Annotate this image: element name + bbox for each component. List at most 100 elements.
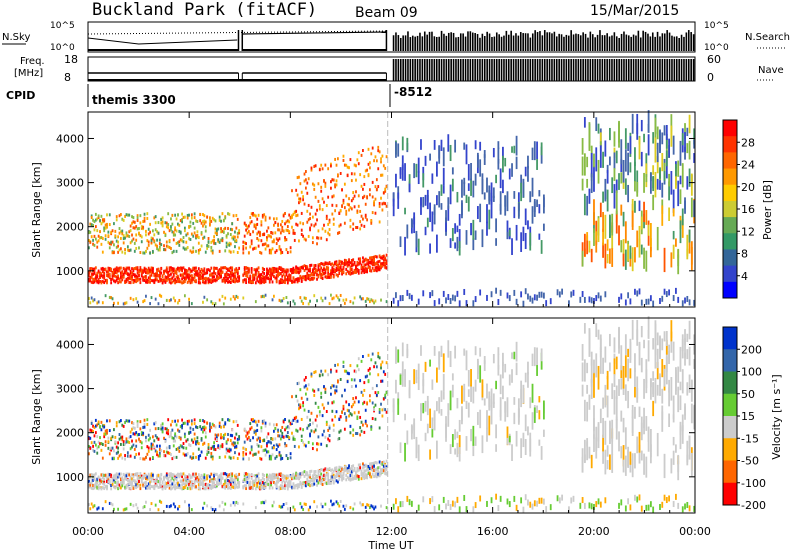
scatter-point: [350, 300, 352, 303]
nsky-panel: [88, 22, 695, 52]
scatter-point: [333, 194, 335, 197]
scatter-point: [170, 217, 172, 220]
scatter-point: [591, 153, 593, 177]
nsky-bar: [566, 35, 568, 51]
scatter-point: [160, 501, 162, 504]
scatter-point: [139, 281, 141, 284]
scatter-point: [208, 237, 210, 240]
scatter-point: [298, 176, 300, 179]
scatter-point: [309, 217, 311, 220]
scatter-point: [159, 239, 161, 242]
scatter-point: [320, 297, 322, 300]
scatter-point: [173, 238, 175, 241]
scatter-point: [326, 423, 328, 426]
scatter-point: [195, 250, 197, 253]
scatter-point: [600, 296, 602, 302]
scatter-point: [156, 451, 158, 454]
freq-bar: [448, 59, 450, 81]
scatter-point: [559, 291, 561, 297]
scatter-point: [673, 295, 675, 301]
nsky-bar: [412, 36, 414, 51]
scatter-point: [130, 503, 132, 506]
scatter-point: [404, 163, 406, 181]
scatter-point: [230, 504, 232, 507]
scatter-point: [377, 185, 379, 188]
scatter-point: [155, 504, 157, 507]
scatter-point: [191, 302, 193, 305]
scatter-point: [534, 201, 536, 217]
scatter-point: [251, 267, 253, 270]
scatter-point: [249, 216, 251, 219]
scatter-point: [589, 189, 591, 204]
freq-bar: [424, 59, 426, 81]
scatter-point: [191, 274, 193, 277]
scatter-point: [224, 433, 226, 436]
scatter-point: [466, 195, 468, 203]
scatter-point: [657, 127, 659, 140]
nsky-bar: [410, 37, 412, 51]
scatter-point: [224, 455, 226, 458]
scatter-point: [352, 222, 354, 225]
scatter-point: [655, 137, 657, 162]
scatter-point: [202, 301, 204, 304]
scatter-point: [287, 281, 289, 284]
scatter-point: [273, 295, 275, 298]
scatter-point: [691, 174, 693, 196]
scatter-point: [366, 218, 368, 221]
scatter-point: [327, 167, 329, 170]
nsky-bar: [489, 33, 491, 51]
scatter-point: [347, 174, 349, 177]
freq-bar: [592, 59, 594, 81]
scatter-point: [338, 272, 340, 275]
scatter-point: [283, 297, 285, 300]
scatter-point: [158, 232, 160, 235]
scatter-point: [541, 292, 543, 298]
scatter-point: [620, 240, 622, 252]
nsky-bar: [645, 32, 647, 51]
scatter-point: [677, 249, 679, 274]
scatter-point: [384, 167, 386, 170]
scatter-point: [363, 183, 365, 186]
scatter-point: [400, 295, 402, 301]
scatter-point: [673, 136, 675, 155]
scatter-point: [286, 454, 288, 457]
scatter-point: [230, 448, 232, 451]
scatter-point: [336, 204, 338, 207]
scatter-point: [205, 251, 207, 254]
nsky-bar: [657, 32, 659, 51]
scatter-point: [482, 229, 484, 247]
scatter-point: [365, 203, 367, 206]
scatter-point: [192, 222, 194, 225]
scatter-point: [170, 453, 172, 456]
scatter-point: [513, 290, 515, 296]
scatter-point: [345, 194, 347, 197]
scatter-point: [655, 172, 657, 197]
scatter-point: [333, 223, 335, 226]
scatter-point: [96, 452, 98, 455]
nsky-bar: [652, 32, 654, 51]
scatter-point: [113, 449, 115, 452]
scatter-point: [173, 297, 175, 300]
scatter-point: [292, 506, 294, 509]
scatter-point: [142, 226, 144, 229]
nsky-bar: [575, 34, 577, 51]
scatter-point: [375, 185, 377, 188]
scatter-point: [655, 118, 657, 135]
scatter-point: [298, 382, 300, 385]
scatter-point: [170, 298, 172, 301]
scatter-point: [495, 288, 497, 294]
scatter-point: [645, 174, 647, 182]
scatter-point: [294, 232, 296, 235]
scatter-point: [675, 288, 677, 294]
scatter-point: [259, 440, 261, 443]
scatter-point: [233, 456, 235, 459]
scatter-point: [324, 391, 326, 394]
scatter-point: [431, 222, 433, 231]
scatter-point: [689, 230, 691, 243]
scatter-point: [397, 300, 399, 306]
scatter-point: [461, 200, 463, 218]
scatter-point: [256, 429, 258, 432]
scatter-point: [95, 266, 97, 269]
scatter-point: [281, 426, 283, 429]
scatter-point: [137, 219, 139, 222]
